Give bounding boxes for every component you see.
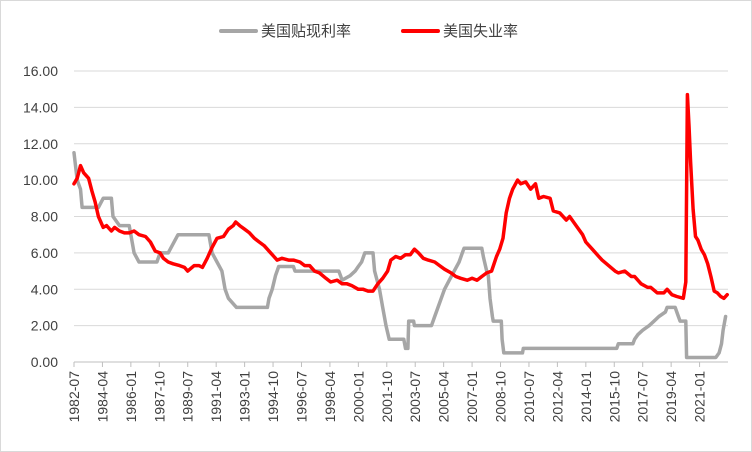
legend-label-1: 美国贴现利率 <box>261 22 351 40</box>
y-tick-label: 8.00 <box>31 209 58 225</box>
x-tick-label: 1989-07 <box>180 371 196 423</box>
series-lines <box>72 92 729 360</box>
y-tick-label: 10.00 <box>23 172 58 188</box>
x-tick-label: 2001-10 <box>379 371 395 423</box>
y-tick-label: 2.00 <box>31 318 58 334</box>
x-tick-label: 1982-07 <box>66 371 82 423</box>
x-tick-label: 1991-04 <box>208 371 224 423</box>
x-tick-label: 1984-04 <box>94 371 110 423</box>
x-tick-label: 1986-01 <box>123 371 139 423</box>
y-tick-label: 14.00 <box>23 99 58 115</box>
y-axis-ticks: 16.00 14.00 12.00 10.00 8.00 6.00 4.00 2.00 0.00 <box>23 63 58 370</box>
x-tick-label: 2010-07 <box>521 371 537 423</box>
series-line-1 <box>72 151 728 360</box>
x-tick-label: 2003-07 <box>407 371 423 423</box>
x-tick-label: 2014-01 <box>578 371 594 423</box>
y-tick-label: 12.00 <box>23 136 58 152</box>
legend: 美国贴现利率 美国失业率 <box>219 22 518 40</box>
x-tick-label: 2019-04 <box>663 371 679 423</box>
series-line-2 <box>72 92 729 301</box>
y-tick-label: 0.00 <box>31 354 58 370</box>
x-tick-label: 1987-10 <box>151 371 167 423</box>
x-axis: 1982-07 1984-04 1986-01 1987-10 1989-07 1991-… <box>66 361 728 423</box>
y-tick-label: 6.00 <box>31 245 58 261</box>
gridlines <box>74 70 728 363</box>
x-tick-label: 2012-04 <box>549 371 565 423</box>
y-tick-label: 4.00 <box>31 281 58 297</box>
x-tick-label: 2000-01 <box>350 371 366 423</box>
x-tick-label: 1996-07 <box>293 371 309 423</box>
x-tick-label: 1998-04 <box>322 371 338 423</box>
x-tick-label: 2007-01 <box>464 371 480 423</box>
x-tick-label: 1993-01 <box>237 371 253 423</box>
x-tick-label: 2017-07 <box>635 371 651 423</box>
x-tick-label: 2021-01 <box>692 371 708 423</box>
x-tick-label: 2015-10 <box>606 371 622 423</box>
x-tick-label: 2008-10 <box>493 371 509 423</box>
x-tick-label: 1994-10 <box>265 371 281 423</box>
x-tick-label: 2005-04 <box>436 371 452 423</box>
y-tick-label: 16.00 <box>23 63 58 79</box>
legend-label-2: 美国失业率 <box>443 22 518 40</box>
